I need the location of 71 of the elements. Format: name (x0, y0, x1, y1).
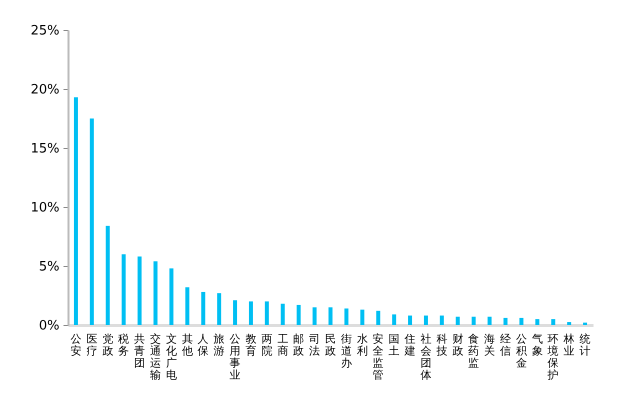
y-tick-label: 15% (30, 142, 60, 156)
bar (217, 293, 222, 325)
bar (392, 314, 396, 325)
x-tick-label: 医疗 (86, 332, 98, 358)
x-tick-label: 统计 (580, 332, 591, 358)
x-tick-label: 国土 (388, 332, 400, 358)
y-tick-label: 25% (30, 24, 60, 38)
bar (519, 318, 524, 325)
x-tick-label: 经信 (500, 332, 511, 358)
x-tick-label: 民政 (325, 332, 336, 358)
x-tick-label: 街道办 (340, 332, 352, 370)
x-tick-label: 公用事业 (230, 332, 241, 382)
bar (408, 316, 412, 325)
x-tick-label: 科技 (435, 332, 448, 358)
bar (90, 118, 94, 325)
bar (154, 261, 158, 325)
x-tick-label: 税务 (118, 332, 130, 358)
bar (424, 316, 428, 325)
x-tick-label: 林业 (562, 332, 575, 358)
bar (280, 304, 285, 325)
x-tick-label: 两院 (261, 332, 272, 358)
x-tick-label: 安全监管 (372, 332, 384, 382)
x-tick-label: 交通运输 (150, 332, 161, 382)
x-tick-label: 海关 (484, 332, 496, 358)
bar (328, 307, 332, 325)
x-tick-label: 共青团 (134, 332, 146, 370)
bar (551, 319, 556, 325)
y-tick-label: 10% (30, 200, 60, 216)
bar (360, 310, 364, 325)
y-tick-label: 20% (30, 82, 60, 98)
x-tick-label: 党政 (102, 332, 114, 358)
x-tick-label: 住建 (404, 332, 416, 358)
x-tick-label: 文化广电 (166, 332, 177, 382)
y-tick-label: 0% (38, 318, 60, 334)
bar (456, 316, 460, 325)
y-tick-label: 5% (38, 260, 60, 274)
x-tick-label: 环境保护 (546, 332, 559, 382)
bar (440, 316, 444, 325)
x-tick-label: 人保 (198, 332, 209, 358)
x-tick-label: 水利 (356, 332, 368, 358)
bar (472, 316, 476, 325)
bar (376, 310, 380, 325)
x-tick-label: 社会团体 (420, 332, 432, 382)
x-tick-label: 食药监 (468, 332, 480, 370)
x-tick-label: 其他 (182, 332, 193, 358)
bar (488, 316, 492, 325)
x-tick-label: 邮政 (293, 332, 304, 358)
x-tick-label: 气象 (532, 332, 543, 358)
x-tick-label: 财政 (452, 332, 464, 358)
bar (296, 304, 301, 325)
bar (344, 308, 348, 325)
bar (504, 318, 508, 325)
bar (169, 268, 174, 325)
bar (201, 292, 206, 325)
x-tick-label: 工商 (277, 332, 288, 358)
x-tick-label: 公积金 (516, 332, 527, 370)
bar (264, 301, 269, 325)
bar (233, 300, 238, 325)
bar (122, 254, 126, 325)
bar (106, 226, 110, 325)
bar (185, 287, 190, 325)
x-tick-label: 司法 (309, 332, 320, 358)
x-tick-label: 旅游 (214, 332, 225, 358)
bar (248, 301, 253, 325)
bar (567, 322, 572, 325)
bar (74, 97, 78, 325)
bar (312, 307, 317, 325)
x-tick-label: 公安 (70, 332, 82, 358)
bar (138, 256, 142, 325)
bar (535, 319, 540, 325)
x-tick-label: 教育 (245, 332, 256, 358)
